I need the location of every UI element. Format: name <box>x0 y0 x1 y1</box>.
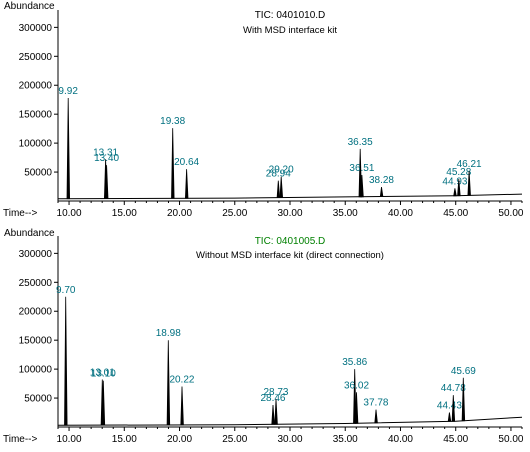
peak-45.28 <box>457 178 461 197</box>
peak-29.20 <box>279 176 284 198</box>
peak-28.46 <box>271 404 275 425</box>
peak-label-36.02: 36.02 <box>344 380 369 391</box>
peak-label-28.73: 28.73 <box>263 387 288 398</box>
chart-subtitle: With MSD interface kit <box>243 25 337 36</box>
peak-label-44.78: 44.78 <box>441 383 466 394</box>
peak-label-38.28: 38.28 <box>369 175 394 186</box>
x-tick-label: 10.00 <box>57 434 82 445</box>
peak-37.78 <box>374 409 378 424</box>
baseline-trace <box>57 193 523 200</box>
peak-label-28.46: 28.46 <box>260 393 285 404</box>
y-tick-label: 200000 <box>19 307 53 318</box>
peak-13.10 <box>101 380 106 426</box>
x-tick-label: 40.00 <box>388 434 413 445</box>
y-tick-label: 100000 <box>19 365 53 376</box>
y-tick-label: 300000 <box>19 249 53 260</box>
x-tick-label: 15.00 <box>112 434 137 445</box>
peak-45.69 <box>461 377 466 422</box>
peak-label-18.98: 18.98 <box>156 328 181 339</box>
peak-label-9.70: 9.70 <box>56 285 76 296</box>
y-tick-label: 300000 <box>19 23 53 34</box>
chart-title: TIC: 0401010.D <box>255 10 326 21</box>
y-tick-label: 250000 <box>19 278 53 289</box>
peak-label-44.93: 44.93 <box>442 176 467 187</box>
x-tick-label: 50.00 <box>498 434 523 445</box>
peak-28.73 <box>274 399 278 425</box>
peak-36.02 <box>354 392 359 424</box>
chart-title: TIC: 0401005.D <box>255 236 326 247</box>
peak-18.98 <box>166 340 171 426</box>
y-tick-label: 50000 <box>24 168 52 179</box>
peak-9.70 <box>64 296 68 426</box>
peak-label-28.94: 28.94 <box>266 169 291 180</box>
peak-13.40 <box>104 165 109 199</box>
peak-label-45.28: 45.28 <box>446 167 471 178</box>
peak-label-9.92: 9.92 <box>58 86 78 97</box>
peak-28.94 <box>276 180 281 198</box>
y-axis-title: Abundance <box>4 1 55 12</box>
peak-label-45.69: 45.69 <box>451 366 476 377</box>
y-axis-title: Abundance <box>4 228 55 239</box>
y-tick-label: 250000 <box>19 52 53 63</box>
peak-label-44.43: 44.43 <box>437 401 462 412</box>
x-tick-label: 45.00 <box>443 208 468 219</box>
peak-label-36.35: 36.35 <box>348 137 373 148</box>
x-tick-label: 35.00 <box>333 434 358 445</box>
x-tick-label: 25.00 <box>222 208 247 219</box>
chart-subtitle: Without MSD interface kit (direct connec… <box>196 250 384 261</box>
x-tick-label: 20.00 <box>167 434 192 445</box>
peak-44.93 <box>453 188 457 197</box>
peak-label-13.40: 13.40 <box>94 153 119 164</box>
x-tick-label: 45.00 <box>443 434 468 445</box>
peak-38.28 <box>379 187 384 197</box>
peak-9.92 <box>66 97 71 200</box>
peak-label-35.86: 35.86 <box>342 357 367 368</box>
peak-label-36.51: 36.51 <box>349 163 374 174</box>
x-tick-label: 20.00 <box>167 208 192 219</box>
x-tick-label: 25.00 <box>222 434 247 445</box>
y-tick-label: 100000 <box>19 139 53 150</box>
peak-20.64 <box>184 169 189 199</box>
peak-label-13.31: 13.31 <box>93 147 118 158</box>
peak-label-19.38: 19.38 <box>160 116 185 127</box>
baseline-trace <box>57 416 523 426</box>
x-tick-label: 30.00 <box>277 434 302 445</box>
peak-46.21 <box>467 170 471 196</box>
x-axis-title: Time--> <box>3 208 38 219</box>
peak-44.78 <box>451 395 456 422</box>
x-tick-label: 50.00 <box>498 208 523 219</box>
y-tick-label: 200000 <box>19 81 53 92</box>
peak-20.22 <box>180 386 184 426</box>
peak-label-37.78: 37.78 <box>363 398 388 409</box>
peak-label-20.22: 20.22 <box>169 375 194 386</box>
chart-panel-1: Abundance TIC: 0401010.D With MSD interfac… <box>3 1 524 219</box>
peak-label-29.20: 29.20 <box>269 165 294 176</box>
y-tick-label: 150000 <box>19 336 53 347</box>
peak-label-13.10: 13.10 <box>91 369 116 380</box>
x-tick-label: 10.00 <box>57 208 82 219</box>
y-tick-label: 50000 <box>24 394 52 405</box>
peak-19.38 <box>171 128 175 199</box>
peak-44.43 <box>447 412 452 422</box>
peak-label-20.64: 20.64 <box>174 157 199 168</box>
peak-label-46.21: 46.21 <box>457 159 482 170</box>
peak-36.51 <box>360 174 364 198</box>
x-tick-label: 40.00 <box>388 208 413 219</box>
x-tick-label: 30.00 <box>277 208 302 219</box>
x-tick-label: 15.00 <box>112 208 137 219</box>
peak-label-13.01: 13.01 <box>90 368 115 379</box>
x-axis-title: Time--> <box>3 434 38 445</box>
x-tick-label: 35.00 <box>333 208 358 219</box>
chart-panel-2: Abundance TIC: 0401005.D Without MSD inter… <box>3 228 524 445</box>
y-tick-label: 150000 <box>19 110 53 121</box>
